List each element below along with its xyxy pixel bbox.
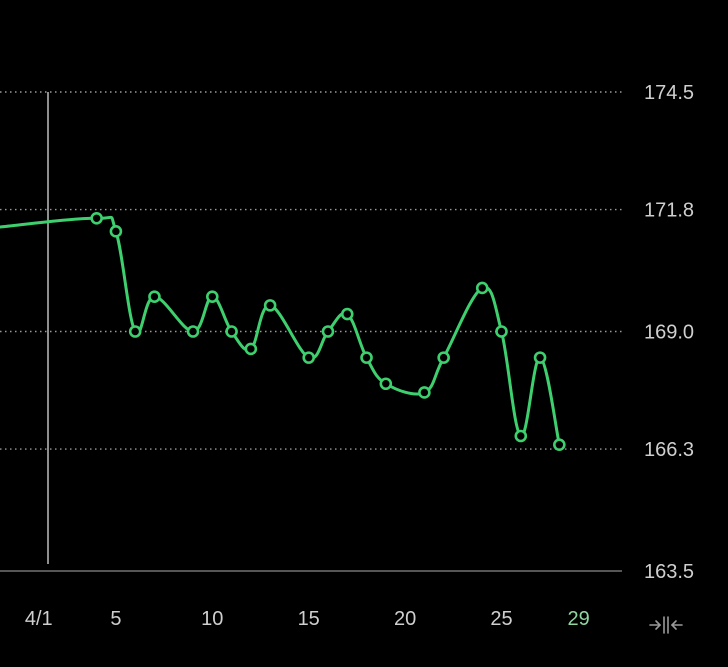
data-point[interactable] xyxy=(340,307,354,321)
fit-to-screen-icon[interactable] xyxy=(648,612,684,638)
data-point[interactable] xyxy=(244,342,258,356)
data-point[interactable] xyxy=(321,325,335,338)
y-tick-label: 169.0 xyxy=(644,322,694,344)
series-weight xyxy=(0,211,566,452)
x-tick-label-current: 29 xyxy=(567,608,589,630)
data-point[interactable] xyxy=(128,325,142,338)
y-tick-label: 163.5 xyxy=(644,561,694,583)
grid-lines xyxy=(0,91,622,572)
x-axis: 4/1 5 10 15 20 25 29 xyxy=(25,608,590,630)
x-tick-label: 4/1 xyxy=(25,608,53,630)
data-point[interactable] xyxy=(225,325,238,338)
data-point[interactable] xyxy=(148,290,161,303)
x-tick-label: 25 xyxy=(490,608,512,630)
data-point[interactable] xyxy=(263,299,277,312)
data-point[interactable] xyxy=(514,429,528,443)
data-point[interactable] xyxy=(418,386,431,399)
data-point[interactable] xyxy=(109,225,123,238)
data-point[interactable] xyxy=(302,351,316,364)
y-tick-label: 166.3 xyxy=(644,439,694,461)
data-point[interactable] xyxy=(475,281,489,295)
x-tick-label: 5 xyxy=(110,608,121,630)
data-point[interactable] xyxy=(379,377,393,391)
data-point[interactable] xyxy=(437,351,450,364)
data-point[interactable] xyxy=(186,325,200,338)
data-point[interactable] xyxy=(360,351,373,364)
y-tick-label: 174.5 xyxy=(644,82,694,104)
data-point[interactable] xyxy=(90,211,103,225)
y-axis: 174.5 171.8 169.0 166.3 163.5 xyxy=(644,82,694,583)
data-point[interactable] xyxy=(533,351,547,364)
x-tick-label: 20 xyxy=(394,608,416,630)
data-point[interactable] xyxy=(495,325,508,338)
x-tick-label: 15 xyxy=(298,608,320,630)
data-point[interactable] xyxy=(206,290,219,303)
x-tick-label: 10 xyxy=(201,608,223,630)
y-tick-label: 171.8 xyxy=(644,200,694,222)
data-point[interactable] xyxy=(553,438,566,452)
